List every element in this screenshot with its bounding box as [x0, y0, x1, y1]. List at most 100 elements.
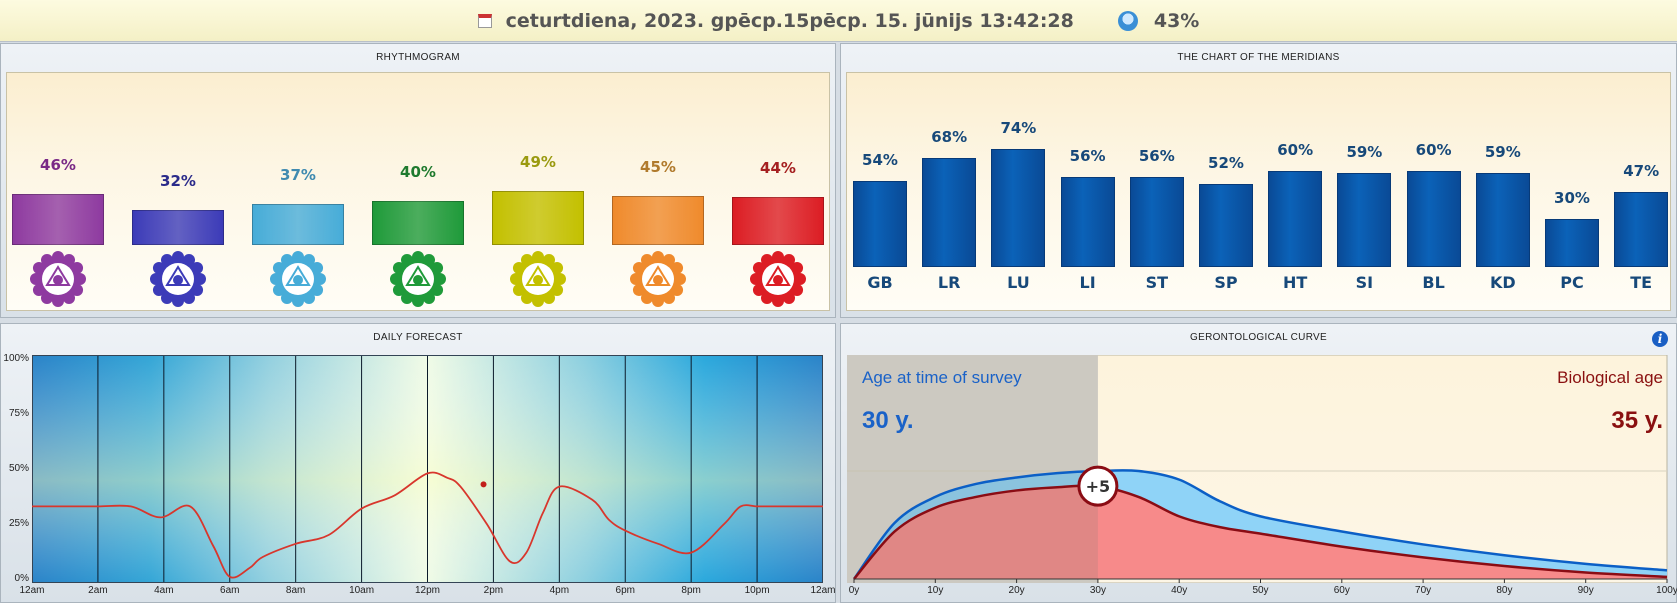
manipura-chakra-icon — [510, 251, 566, 307]
chakra-bar — [12, 194, 104, 245]
gerontology-x-tick: 80y — [1496, 585, 1513, 596]
daily-forecast-title: DAILY FORECAST — [373, 332, 463, 343]
vishuddha-chakra-icon — [270, 251, 326, 307]
gerontology-x-tick: 10y — [927, 585, 944, 596]
forecast-x-tick: 4pm — [549, 585, 570, 596]
forecast-y-tick: 50% — [8, 463, 29, 474]
chakra-bar-label: 37% — [280, 166, 316, 185]
expected-age-curve — [852, 469, 1668, 580]
gerontology-x-tick: 40y — [1171, 585, 1188, 596]
meridian-category-label: LR — [937, 273, 961, 292]
gerontology-x-tick: 30y — [1089, 585, 1106, 596]
meridians-plot: 54% GB 68% LR 74% LU 56% LI 56% ST 52% SP 60% HT 59% SI… — [846, 72, 1671, 311]
humidity-value: 43% — [1153, 9, 1200, 32]
meridian-bar — [1129, 177, 1184, 267]
forecast-x-tick: 6pm — [615, 585, 635, 596]
forecast-x-tick: 12am — [19, 585, 45, 596]
age-difference-value: +5 — [1086, 477, 1111, 496]
forecast-x-tick: 8am — [285, 585, 306, 596]
meridian-category-label: PC — [1560, 273, 1584, 292]
meridian-category-label: GB — [867, 273, 893, 292]
gerontological-title: GERONTOLOGICAL CURVE — [1190, 332, 1327, 343]
forecast-x-tick: 10pm — [744, 585, 770, 596]
meridian-bar-label: 59% — [1484, 142, 1521, 161]
ajna-chakra-icon — [150, 251, 206, 307]
rhythmogram-panel: RHYTHMOGRAM 46% 32% 37% 40% 49% 45% 44% — [0, 43, 836, 318]
gerontology-x-tick: 100y — [1656, 585, 1677, 596]
datetime-text: ceturtdiena, 2023. gpēcp.15pēcp. 15. jūn… — [505, 9, 1074, 32]
sahasrara-chakra-icon — [30, 251, 86, 307]
meridian-bar — [1475, 172, 1530, 267]
chakra-bar-label: 32% — [160, 171, 196, 190]
meridian-category-label: HT — [1283, 273, 1308, 292]
biological-age-value: 35 y. — [1611, 407, 1663, 434]
gerontological-panel: GERONTOLOGICAL CURVE i +5 Age at time of… — [840, 323, 1677, 603]
forecast-x-tick: 2pm — [483, 585, 504, 596]
anahata-chakra-icon — [390, 251, 446, 307]
calendar-icon — [477, 13, 492, 28]
chakra-bar — [732, 196, 824, 245]
forecast-x-tick: 8pm — [681, 585, 701, 596]
forecast-line — [32, 471, 823, 579]
meridian-category-label: BL — [1422, 273, 1445, 292]
gerontological-chart: +5 — [847, 355, 1668, 583]
meridian-bar-label: 56% — [1069, 147, 1106, 166]
chakra-bar-label: 46% — [40, 156, 76, 175]
meridian-bar-label: 60% — [1415, 141, 1452, 159]
info-icon[interactable]: i — [1652, 331, 1668, 347]
forecast-x-tick: 12pm — [414, 585, 440, 596]
chakra-bar — [492, 191, 584, 245]
meridian-bar-label: 59% — [1346, 142, 1383, 161]
humidity-icon — [1117, 10, 1138, 31]
chakra-bar-label: 45% — [640, 157, 676, 176]
forecast-x-tick: 2am — [88, 585, 108, 596]
age-at-survey-value: 30 y. — [862, 407, 914, 434]
meridian-bar — [1406, 171, 1461, 267]
rhythmogram-plot: 46% 32% 37% 40% 49% 45% 44% — [6, 72, 830, 311]
meridians-title: THE CHART OF THE MERIDIANS — [1177, 52, 1340, 63]
meridian-category-label: TE — [1630, 273, 1653, 292]
status-header: ceturtdiena, 2023. gpēcp.15pēcp. 15. jūn… — [0, 0, 1677, 42]
biological-age-area — [854, 485, 1667, 579]
meridian-category-label: LI — [1079, 273, 1096, 292]
meridian-bar-label: 30% — [1554, 189, 1590, 207]
age-difference-badge — [1077, 465, 1119, 507]
rhythmogram-title: RHYTHMOGRAM — [376, 52, 460, 63]
meridian-bar-label: 60% — [1277, 141, 1314, 159]
chakra-bar — [252, 204, 344, 245]
meridian-bar — [1337, 172, 1392, 267]
daily-forecast-chart — [32, 355, 823, 583]
current-time-marker — [480, 481, 487, 488]
meridian-bar — [922, 158, 977, 267]
chakra-bar-label: 44% — [760, 158, 796, 177]
forecast-y-tick: 25% — [8, 518, 29, 529]
svadhisthana-chakra-icon — [630, 251, 686, 307]
meridian-bar-label: 56% — [1138, 147, 1175, 166]
meridian-category-label: LU — [1007, 273, 1030, 292]
meridian-bar — [1268, 171, 1323, 267]
meridian-bar-label: 68% — [931, 128, 968, 147]
meridians-panel: THE CHART OF THE MERIDIANS 54% GB 68% LR 74%… — [840, 43, 1677, 318]
gerontology-x-tick: 60y — [1333, 585, 1350, 596]
meridian-bar-label: 54% — [862, 150, 898, 169]
meridian-category-label: SP — [1214, 273, 1238, 292]
gerontology-x-tick: 90y — [1577, 585, 1594, 596]
forecast-x-tick: 10am — [349, 585, 375, 596]
forecast-x-tick: 6am — [220, 585, 240, 596]
gerontology-x-tick: 0y — [848, 585, 860, 596]
chakra-bar — [132, 209, 224, 245]
meridian-bar — [1545, 219, 1599, 267]
meridian-category-label: ST — [1145, 273, 1169, 292]
forecast-x-tick: 4am — [154, 585, 174, 596]
forecast-y-tick: 0% — [14, 573, 29, 584]
meridian-category-label: SI — [1355, 273, 1374, 292]
chakra-bar-label: 40% — [400, 163, 436, 181]
meridian-bar-label: 52% — [1208, 153, 1244, 172]
meridian-bar — [1199, 183, 1253, 267]
daily-forecast-panel: DAILY FORECAST 100% 75% 50% 25% 0% 12am 2am 4am… — [0, 323, 836, 603]
chakra-bar — [372, 201, 464, 245]
meridian-bar — [1614, 191, 1669, 267]
muladhara-chakra-icon — [750, 251, 806, 307]
chakra-bar — [612, 195, 704, 245]
age-at-survey-label: Age at time of survey — [862, 368, 1022, 387]
